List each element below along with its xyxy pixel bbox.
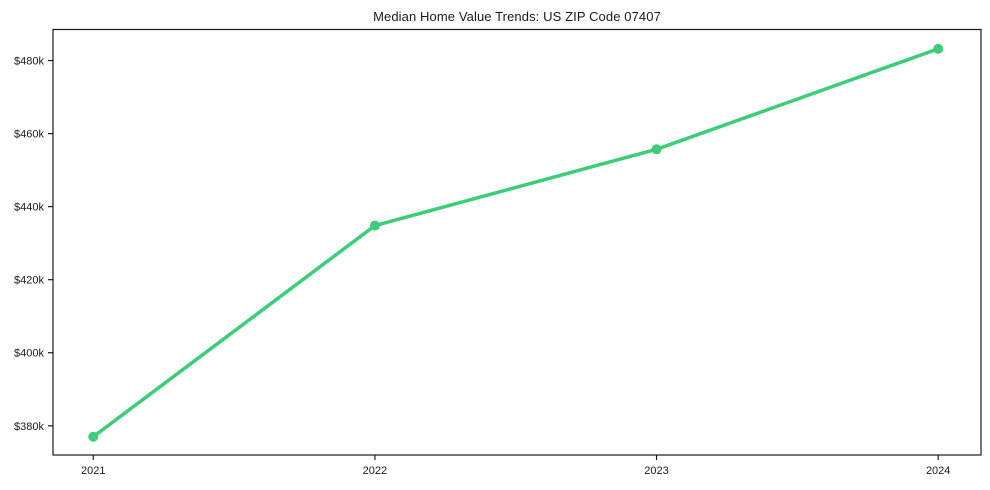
y-axis-tick-label: $480k [14, 56, 44, 68]
data-point-2022 [369, 220, 380, 231]
trend-line [91, 47, 940, 439]
data-point-2024 [933, 43, 944, 54]
data-point-2023 [651, 144, 662, 155]
chart-title: Median Home Value Trends: US ZIP Code 07… [373, 9, 661, 24]
data-point-2021 [88, 431, 99, 442]
y-axis-tick-label: $380k [14, 421, 44, 433]
y-axis-tick-label: $460k [14, 129, 44, 141]
x-axis-tick-label: 2022 [363, 465, 387, 477]
plot-frame [52, 28, 982, 456]
x-axis-tick-label: 2021 [81, 465, 105, 477]
x-axis-tick-label: 2023 [644, 465, 668, 477]
y-axis-tick-label: $440k [14, 202, 44, 214]
x-axis-tick-label: 2024 [926, 465, 950, 477]
y-axis-tick-label: $400k [14, 348, 44, 360]
y-axis-tick-label: $420k [14, 275, 44, 287]
